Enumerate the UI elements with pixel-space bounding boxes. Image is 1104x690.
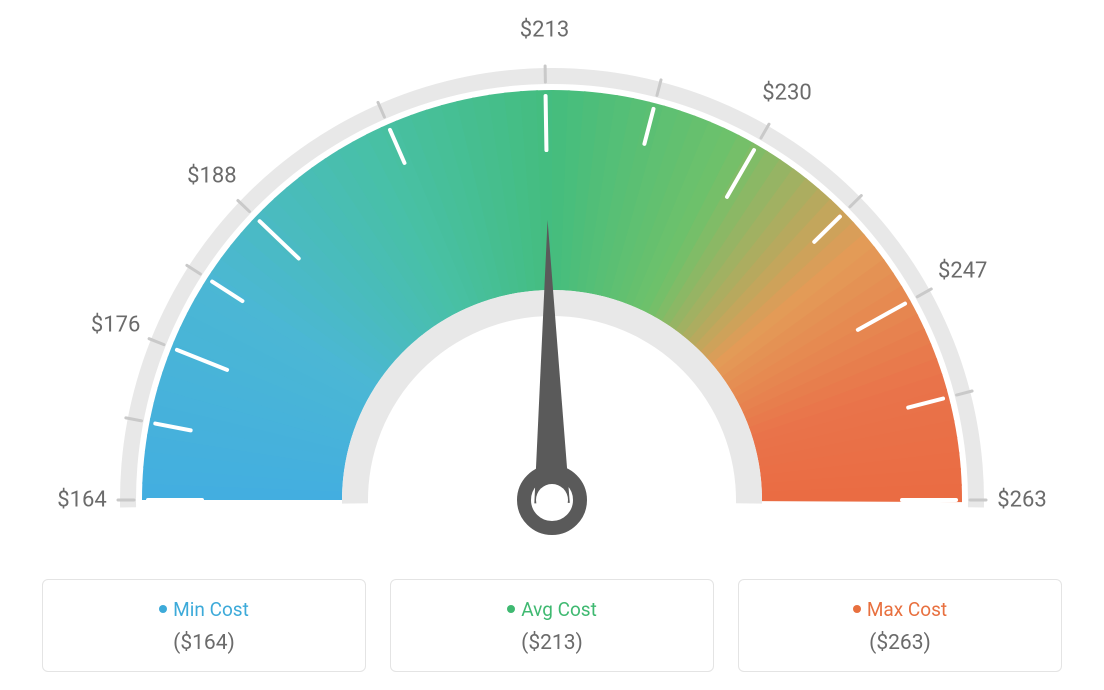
min-dot-icon: [159, 605, 167, 613]
gauge-tick-label: $164: [57, 488, 106, 513]
avg-cost-value: ($213): [401, 631, 703, 655]
gauge-tick-label: $176: [91, 313, 140, 338]
avg-dot-icon: [507, 605, 515, 613]
gauge-tick-label: $263: [997, 488, 1046, 513]
avg-cost-card: Avg Cost ($213): [390, 579, 714, 672]
max-cost-value: ($263): [749, 631, 1051, 655]
gauge-tick-label: $213: [520, 18, 569, 43]
avg-cost-title: Avg Cost: [401, 598, 703, 621]
min-cost-label: Min Cost: [173, 598, 249, 621]
max-dot-icon: [853, 605, 861, 613]
gauge-chart: $164 $176 $188 $213 $230 $247 $263: [0, 0, 1104, 560]
max-cost-card: Max Cost ($263): [738, 579, 1062, 672]
gauge-tick-label: $247: [938, 259, 987, 284]
min-cost-card: Min Cost ($164): [42, 579, 366, 672]
summary-cards: Min Cost ($164) Avg Cost ($213) Max Cost…: [42, 579, 1062, 672]
gauge-tick-label: $188: [187, 163, 236, 188]
gauge-tick-label: $230: [762, 80, 811, 105]
min-cost-title: Min Cost: [53, 598, 355, 621]
max-cost-title: Max Cost: [749, 598, 1051, 621]
avg-cost-label: Avg Cost: [521, 598, 597, 621]
max-cost-label: Max Cost: [867, 598, 947, 621]
min-cost-value: ($164): [53, 631, 355, 655]
